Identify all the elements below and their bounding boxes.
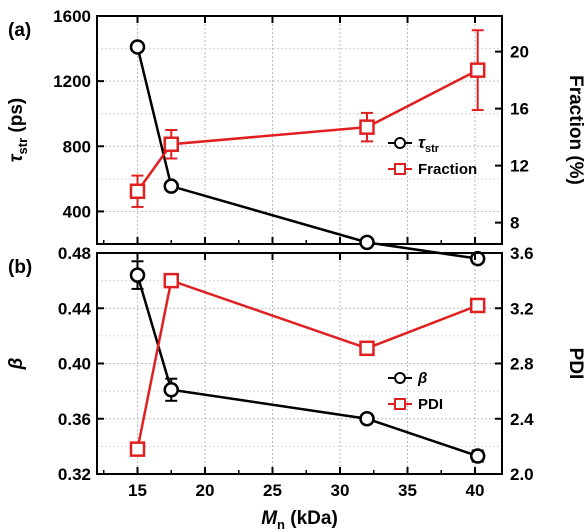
y-right-tick-label: 2.8 [510,355,534,374]
panel-label: (a) [8,20,31,41]
data-point [129,441,146,457]
y-right-tick-label: 3.2 [510,299,534,318]
y-right-tick-label: 12 [510,157,529,176]
y-right-tick-label: 3.6 [510,244,534,263]
data-point [129,183,146,200]
data-point [359,234,375,251]
legend-marker [394,137,406,149]
data-point [163,381,179,398]
y-left-tick-label: 0.40 [58,355,91,374]
data-point [469,448,486,464]
data-point [163,136,179,152]
series-line-PDI [136,278,479,450]
x-tick-label: 25 [263,481,282,500]
x-tick-label: 30 [331,481,350,500]
y-left-tick-label: 0.32 [58,465,91,484]
series-line-β [136,274,479,458]
y-right-tick-label: 16 [510,100,529,119]
y-right-tick-label: 20 [510,43,529,62]
data-point [469,62,486,78]
data-point [163,272,179,289]
y-left-tick-label: 0.36 [58,410,91,429]
x-axis-label: Mn (kDa) [261,508,338,531]
legend-marker [394,163,406,175]
x-tick-label: 40 [466,481,485,500]
y-right-tick-label: 2.4 [510,410,534,429]
y-left-axis-label: β [6,357,27,370]
y-right-axis-label: PDI [565,348,585,380]
data-point [129,39,146,55]
y-left-tick-label: 1200 [53,72,91,91]
y-right-tick-label: 8 [510,214,519,233]
panel-a: 400 800 1200 1600 8 12 16 20 (a) τstr (ps) Fractio… [6,7,585,267]
legend-label: PDI [418,396,443,413]
legend-marker [394,398,406,410]
data-point [163,178,179,194]
y-left-tick-label: 400 [63,202,91,221]
y-left-tick-label: 0.44 [58,299,92,318]
series-line-Fraction [136,69,479,193]
data-point [359,340,375,357]
legend-marker [394,372,406,384]
plot-frame [96,15,503,245]
legend-label: τstr [418,133,440,155]
y-right-tick-label: 2.0 [510,465,534,484]
panel-label: (b) [8,257,32,278]
y-left-axis-label: τstr (ps) [6,98,30,163]
x-tick-label: 35 [398,481,417,500]
legend-label: Fraction [418,161,477,178]
data-point [359,411,375,427]
x-tick-label: 20 [196,481,215,500]
data-point [129,267,146,283]
data-point [469,297,486,314]
y-left-tick-label: 800 [63,137,91,156]
data-point [469,250,486,267]
series-line-τstr [136,46,478,260]
y-right-axis-label: Fraction (%) [565,75,585,185]
panel-b: 15 20 25 30 35 40 0.32 0.36 0.40 0.44 0.48 2.0 2.4 2.… [6,244,585,531]
data-point [359,119,375,135]
legend-label: β [417,370,427,387]
y-left-tick-label: 1600 [53,7,91,26]
x-tick-label: 15 [128,481,147,500]
y-left-tick-label: 0.48 [58,244,91,263]
